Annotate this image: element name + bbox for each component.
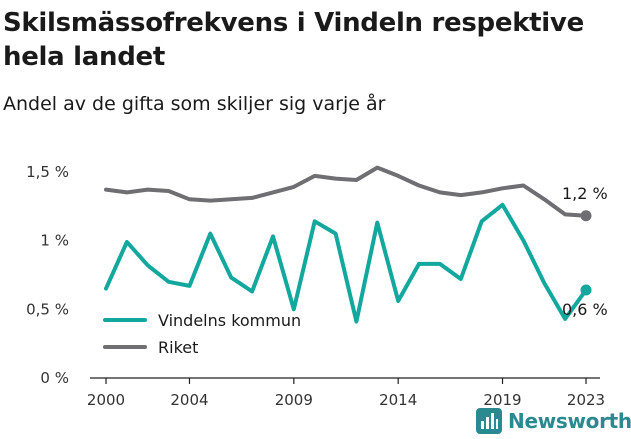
y-tick-label: 1 % (40, 232, 69, 250)
y-tick-label: 0 % (40, 369, 69, 387)
bar-chart-icon (476, 408, 502, 434)
end-marker-riket (580, 210, 592, 222)
newsworthy-logo: Newsworthy (476, 407, 631, 435)
brand-name: Newsworthy (508, 409, 631, 433)
end-label-riket: 1,2 % (562, 184, 608, 203)
legend: Vindelns kommun Riket (103, 311, 301, 357)
end-labels: 1,2 % 0,6 % (562, 184, 608, 319)
x-tick-label: 2009 (275, 391, 313, 409)
chart-subtitle: Andel av de gifta som skiljer sig varje … (3, 93, 386, 115)
x-tick-label: 2004 (170, 391, 208, 409)
x-tick-label: 2014 (379, 391, 417, 409)
x-axis: 2000 2004 2009 2014 2019 2023 (87, 377, 605, 409)
y-axis: 0 % 0,5 % 1 % 1,5 % (26, 163, 69, 387)
series-line-riket (104, 165, 588, 218)
end-markers (580, 210, 592, 296)
legend-label-riket: Riket (158, 338, 198, 357)
chart-title: Skilsmässofrekvens i Vindeln respektive … (3, 8, 584, 72)
y-tick-label: 0,5 % (26, 300, 69, 318)
legend-label-vindeln: Vindelns kommun (158, 311, 301, 330)
end-marker-vindeln (580, 284, 592, 296)
series-line-vindeln (104, 202, 588, 324)
x-tick-label: 2019 (483, 391, 521, 409)
end-label-vindeln: 0,6 % (562, 300, 608, 319)
x-tick-label: 2000 (87, 391, 125, 409)
x-tick-label: 2023 (567, 391, 605, 409)
y-tick-label: 1,5 % (26, 163, 69, 181)
series-lines (104, 165, 588, 324)
